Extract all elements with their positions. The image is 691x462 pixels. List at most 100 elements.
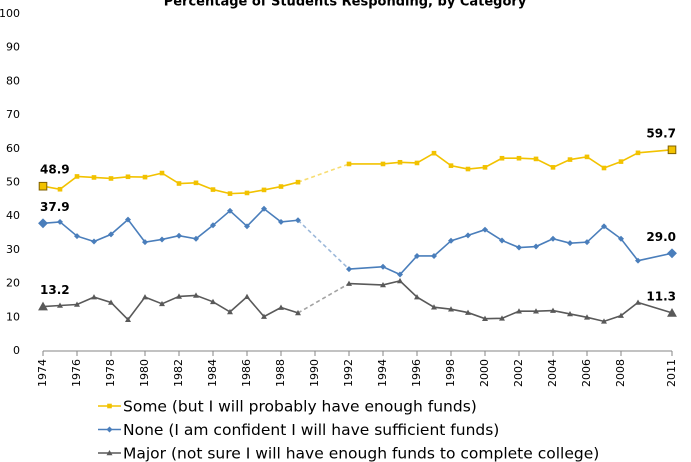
point (414, 252, 420, 259)
y-tick-label: 80 (6, 74, 20, 87)
point (57, 218, 63, 225)
point (431, 252, 437, 259)
x-tick-label: 1988 (274, 359, 287, 387)
point (567, 157, 573, 162)
point (414, 294, 420, 300)
gap-bridge (297, 282, 350, 314)
y-tick-label: 90 (6, 41, 20, 54)
series-line (42, 207, 673, 276)
point (635, 299, 641, 305)
point (482, 165, 488, 170)
point (635, 150, 641, 156)
legend-marker (107, 403, 112, 409)
x-tick-label: 2002 (512, 359, 525, 387)
point (380, 281, 386, 288)
point (108, 176, 114, 181)
point (482, 226, 488, 233)
point (346, 161, 352, 167)
point (176, 293, 182, 299)
point (618, 235, 624, 242)
x-tick-label: 1982 (172, 359, 185, 387)
value-label: 48.9 (40, 163, 70, 177)
point (397, 271, 403, 278)
x-tick-label: 2011 (665, 359, 678, 387)
legend-marker (106, 450, 113, 456)
point (516, 244, 522, 251)
x-tick-label: 2004 (546, 359, 559, 387)
series-line (42, 149, 673, 195)
point (159, 236, 165, 243)
x-tick-label: 1976 (70, 359, 83, 387)
point (74, 233, 80, 240)
x-tick-label: 1984 (206, 359, 219, 387)
point (244, 223, 250, 230)
point (261, 187, 267, 193)
point (533, 243, 539, 250)
value-label: 37.9 (40, 200, 70, 214)
point (142, 294, 148, 300)
legend-label: Some (but I will probably have enough fu… (123, 398, 477, 416)
x-tick-label: 2008 (614, 359, 627, 387)
point (380, 161, 386, 167)
point (448, 237, 454, 244)
point (74, 174, 80, 179)
gap-bridge (297, 163, 350, 183)
point (448, 306, 454, 312)
point (295, 217, 301, 224)
point (278, 218, 284, 225)
point (618, 312, 624, 318)
point (108, 299, 114, 305)
point (414, 160, 420, 166)
x-tick-label: 1974 (36, 359, 49, 387)
point (550, 165, 556, 170)
x-tick-label: 1994 (376, 359, 389, 387)
point (667, 145, 677, 155)
point (397, 277, 403, 284)
y-tick-label: 30 (6, 243, 20, 256)
point (193, 235, 199, 242)
point (295, 179, 301, 185)
point (448, 163, 454, 168)
x-tick-label: 1996 (410, 359, 423, 387)
point (346, 266, 352, 273)
point (91, 175, 97, 180)
y-tick-label: 70 (6, 108, 20, 121)
x-tick-label: 1980 (138, 359, 151, 387)
point (667, 248, 677, 259)
point (601, 223, 607, 230)
point (261, 205, 267, 212)
legend-label: Major (not sure I will have enough funds… (123, 445, 599, 462)
point (499, 315, 505, 321)
point (431, 304, 437, 310)
point (159, 170, 165, 176)
point (91, 294, 97, 300)
point (550, 235, 556, 242)
point (57, 302, 63, 308)
point (210, 222, 216, 229)
chart-title: Percentage of Students Responding, by Ca… (164, 0, 527, 10)
point (57, 186, 63, 192)
point (431, 150, 437, 156)
point (499, 237, 505, 244)
point (295, 309, 301, 316)
point (397, 159, 403, 165)
point (533, 156, 539, 162)
y-tick-label: 20 (6, 277, 20, 290)
value-label: 13.2 (40, 283, 70, 297)
gap-bridge (297, 219, 350, 270)
y-tick-label: 50 (6, 176, 20, 189)
point (38, 181, 48, 191)
y-tick-label: 0 (13, 344, 20, 357)
x-tick-label: 1998 (444, 359, 457, 387)
x-tick-label: 1978 (104, 359, 117, 387)
point (278, 184, 284, 189)
point (465, 166, 471, 172)
point (176, 232, 182, 239)
series-line (42, 280, 673, 323)
point (38, 301, 48, 311)
point (142, 174, 148, 180)
point (584, 154, 590, 160)
point (482, 315, 488, 321)
